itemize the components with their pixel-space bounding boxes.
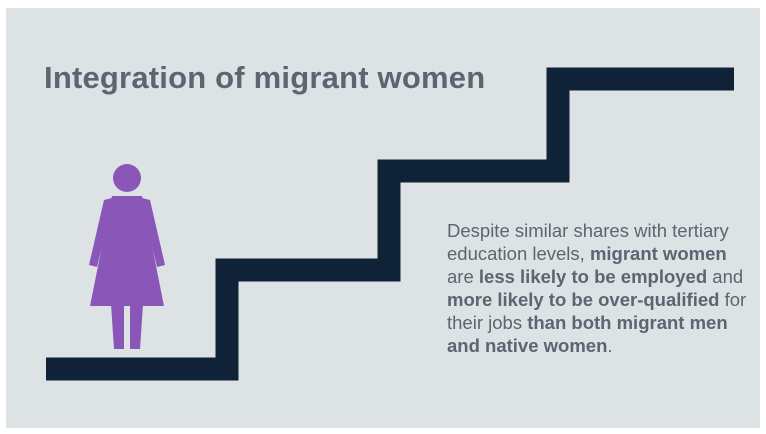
slide-title: Integration of migrant women — [44, 60, 486, 95]
description-text: Despite similar shares with tertiary edu… — [447, 220, 747, 356]
staircase-graphic — [46, 67, 734, 381]
woman-figure-icon — [89, 164, 165, 349]
slide: Integration of migrant women Despite sim… — [6, 8, 760, 428]
